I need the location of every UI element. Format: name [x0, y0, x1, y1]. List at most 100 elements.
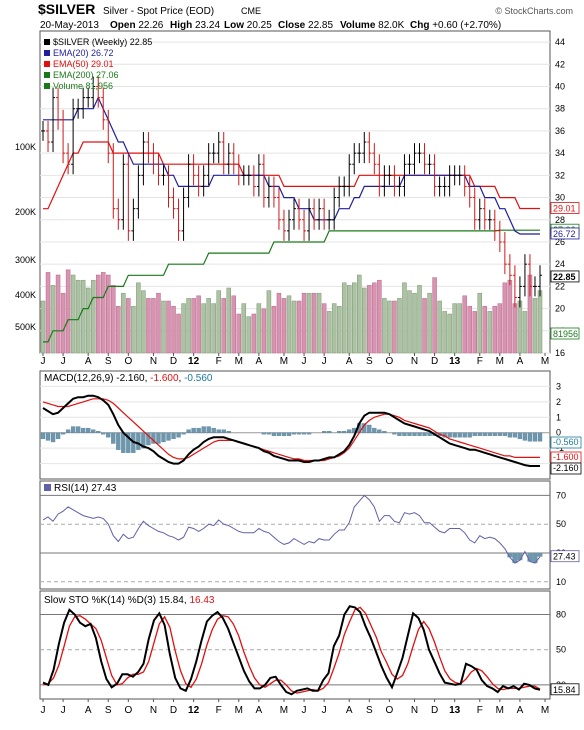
volume-bar: [100, 272, 106, 354]
volume-bar: [60, 292, 66, 354]
volume-bar: [176, 313, 181, 354]
volume-bar: [116, 305, 121, 354]
volume-bar: [387, 300, 392, 354]
macd-histogram-bar: [226, 431, 231, 433]
volume-bar: [261, 308, 267, 354]
volume-bar: [532, 298, 538, 354]
volume-bar: [181, 303, 186, 354]
macd-histogram-bar: [457, 432, 462, 438]
macd-histogram-bar: [96, 431, 101, 433]
macd-histogram-bar: [206, 426, 211, 433]
rsi-panel: [39, 480, 551, 590]
macd-layer: -2-10123MACD(12,26,9) -2.160, -1.600, -0…: [40, 373, 582, 475]
volume-bar: [382, 298, 387, 354]
x-tick-label: O: [124, 705, 132, 716]
macd-histogram-bar: [211, 427, 216, 433]
volume-bar: [487, 311, 493, 354]
volume-bar: [151, 298, 156, 354]
volume-bar: [472, 311, 477, 354]
quote-close: Close 22.85: [278, 20, 333, 31]
volume-bar: [341, 282, 347, 354]
rsi-oversold-fill: [532, 553, 538, 564]
x-tick-label: N: [150, 356, 157, 367]
volume-bar: [65, 269, 71, 354]
x-tick-label: S: [366, 705, 373, 716]
volume-bar: [40, 300, 46, 354]
volume-bar: [241, 303, 247, 354]
x-tick-label: 12: [188, 356, 200, 367]
volume-bar: [492, 305, 498, 354]
volume-bar: [126, 298, 131, 354]
rsi-tick-label: 10: [556, 577, 566, 587]
volume-bar: [517, 300, 523, 354]
volume-bar: [452, 303, 457, 354]
volume-bar: [276, 292, 282, 354]
macd-histogram-bar: [402, 432, 407, 436]
legend-swatch: [44, 39, 50, 45]
macd-histogram-bar: [276, 432, 282, 436]
price-tick-label: 36: [555, 126, 565, 136]
x-tick-label: A: [256, 705, 263, 716]
volume-bar: [216, 290, 221, 354]
volume-bar: [412, 292, 417, 354]
volume-bar: [90, 279, 96, 354]
macd-histogram-bar: [161, 432, 166, 443]
volume-tick-label: 100K: [15, 142, 36, 152]
x-tick-label: M: [235, 705, 243, 716]
macd-histogram-bar: [91, 429, 96, 433]
macd-histogram-bar: [512, 432, 518, 438]
volume-bar: [156, 292, 161, 354]
volume-bar: [537, 290, 543, 354]
macd-value-tag-label: -2.160: [553, 463, 579, 473]
volume-bar: [95, 274, 101, 354]
volume-bar: [477, 292, 483, 354]
legend-swatch: [44, 72, 50, 78]
rsi-value-tag-label: 27.43: [553, 552, 576, 562]
macd-tick-label: 2: [556, 397, 561, 407]
macd-histogram-bar: [86, 427, 91, 433]
macd-histogram-bar: [392, 432, 397, 435]
volume-bar: [85, 287, 91, 354]
price-tick-label: 16: [555, 348, 565, 358]
macd-histogram-bar: [81, 427, 86, 433]
price-tick-label: 34: [555, 148, 565, 158]
quote-chg: Chg +0.60 (+2.70%): [410, 20, 501, 31]
x-tick-label: F: [477, 356, 483, 367]
x-tick-label: S: [105, 705, 112, 716]
x-tick-label: J: [61, 705, 66, 716]
sto-value-tag: [550, 683, 580, 696]
volume-tick-label: 400K: [15, 290, 36, 300]
volume-tick-label: 200K: [15, 207, 36, 217]
volume-bar: [201, 303, 206, 354]
macd-histogram-bar: [291, 432, 297, 435]
volume-bar: [286, 295, 292, 354]
volume-bar: [367, 285, 372, 354]
volume-bar: [467, 305, 472, 354]
legend-item: EMA(200) 27.06: [53, 70, 119, 80]
macd-histogram-bar: [467, 432, 472, 438]
value-tag-label: 26.72: [553, 229, 576, 239]
price-tick-label: 44: [555, 37, 565, 47]
volume-bar: [301, 292, 307, 354]
macd-tick-label: 0: [556, 428, 561, 438]
macd-histogram-bar: [422, 432, 427, 436]
x-tick-label: 13: [449, 356, 461, 367]
x-tick-label: A: [85, 705, 92, 716]
value-tag: [550, 202, 580, 214]
x-tick-label: O: [386, 705, 394, 716]
x-tick-label: D: [431, 705, 438, 716]
volume-bar: [316, 292, 322, 354]
x-tick-label: M: [496, 705, 504, 716]
sto-k-line: [42, 605, 541, 696]
x-tick-label: N: [411, 356, 418, 367]
macd-tick-label: 3: [556, 381, 561, 391]
macd-histogram-bar: [186, 429, 191, 433]
macd-histogram-bar: [342, 431, 347, 433]
macd-histogram-bar: [196, 427, 201, 433]
volume-bar: [171, 305, 176, 354]
volume-bar: [402, 282, 407, 354]
price-tick-label: 30: [555, 193, 565, 203]
bottom-x-axis: J J A S O N D 12 F M A M J J A S O N D 13 F M A M: [41, 699, 549, 716]
